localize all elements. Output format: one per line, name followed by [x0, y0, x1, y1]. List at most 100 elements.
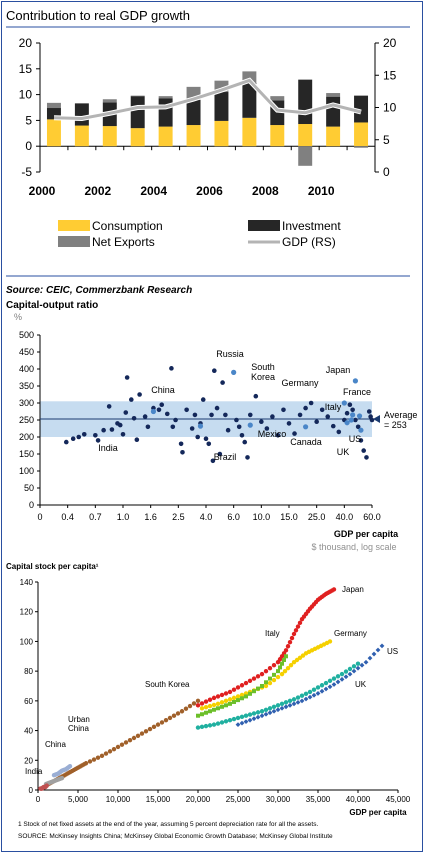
chart2-country-label: Italy — [325, 402, 342, 412]
chart1-ytick-left-label: -5 — [21, 165, 32, 179]
chart3-point-us — [259, 713, 265, 719]
chart1-bar-net-exports — [270, 96, 285, 101]
chart2-point — [134, 437, 140, 443]
chart3-point-italy — [252, 689, 256, 694]
chart3-point — [285, 665, 291, 671]
chart3-xtick-label: 20,000 — [186, 795, 211, 804]
chart3-point — [297, 620, 303, 626]
chart1-bar-consumption — [46, 119, 61, 147]
chart2-point — [70, 436, 76, 442]
chart2-point-highlight — [348, 417, 354, 423]
chart2-point — [145, 424, 151, 430]
chart3-point — [319, 683, 325, 688]
chart3-xtick-label: 45,000 — [386, 795, 411, 804]
chart3-point — [107, 749, 113, 754]
chart3-point — [347, 666, 353, 672]
chart2-country-label: China — [151, 385, 175, 395]
chart1-bar-net-exports — [102, 99, 117, 103]
chart3-point-italy — [248, 691, 252, 696]
chart3-point — [331, 587, 337, 592]
chart3-point-italy — [244, 694, 248, 699]
chart2-point — [364, 455, 369, 460]
chart2-country-label: Russia — [216, 349, 244, 359]
chart2-point — [286, 421, 292, 426]
chart3-point-italy — [284, 654, 288, 659]
chart3-point-us — [363, 659, 369, 665]
chart3-point-italy — [212, 707, 216, 712]
chart1-bar-net-exports — [158, 96, 173, 99]
chart2-point — [264, 426, 270, 431]
chart2-point — [350, 407, 355, 413]
chart1-legend-swatch — [248, 220, 280, 231]
chart1-bar-investment — [46, 108, 61, 120]
chart1-ytick-right-label: 20 — [383, 36, 397, 50]
chart3-point — [311, 687, 317, 692]
chart2-ytick-label: 150 — [19, 449, 34, 459]
chart3-point — [315, 685, 321, 690]
chart3-point-us — [339, 676, 345, 682]
chart3-point — [247, 712, 253, 717]
chart2-point — [223, 412, 228, 418]
chart3-point-italy — [260, 684, 264, 688]
chart1-ytick-left-label: 0 — [25, 139, 32, 153]
chart3-point — [355, 661, 361, 666]
chart2-point-highlight — [231, 369, 237, 375]
chart2-point — [369, 417, 375, 423]
chart2-ytick-label: 350 — [19, 381, 34, 391]
chart3-point — [203, 723, 209, 729]
chart2-point — [109, 427, 115, 432]
chart1-legend-swatch — [58, 236, 90, 247]
chart1-bar-net-exports — [214, 80, 229, 93]
chart2-point — [234, 417, 239, 423]
chart1-bar-net-exports — [298, 146, 313, 166]
chart2-xtick-label: 0.4 — [61, 512, 74, 522]
chart3-xlabel: GDP per capita — [349, 808, 407, 817]
chart3-point — [87, 759, 93, 764]
chart1-bar-net-exports — [326, 93, 341, 97]
chart2-point — [63, 439, 69, 445]
chart2-point-highlight — [247, 422, 253, 428]
chart2-point — [159, 402, 165, 408]
chart3-point — [263, 707, 269, 712]
chart3-point-us — [295, 699, 301, 705]
chart3-point — [251, 711, 257, 716]
chart2-unit: % — [14, 312, 22, 322]
chart1-ytick-left-label: 15 — [19, 62, 33, 76]
chart3-point — [283, 700, 289, 705]
chart3-point — [263, 683, 269, 689]
chart3-point-us — [283, 704, 289, 710]
chart3-series-label: Japan — [342, 585, 364, 594]
chart3-point-us — [303, 696, 309, 702]
chart3-point — [299, 693, 305, 698]
chart3-point-us — [331, 682, 337, 687]
chart3-point — [139, 731, 145, 736]
chart3-point — [287, 698, 293, 704]
chart3-point — [123, 740, 129, 745]
chart3-series-label: China — [45, 740, 66, 749]
chart3-point — [91, 757, 97, 762]
chart3-point — [283, 648, 289, 653]
chart2-point — [169, 366, 174, 371]
chart3-point — [119, 742, 125, 747]
chart2-country-label: France — [343, 387, 371, 397]
chart2-point-highlight — [150, 408, 157, 415]
chart2-point — [247, 412, 253, 418]
chart3-point — [207, 723, 213, 728]
chart1-bar-investment — [298, 79, 313, 125]
chart2-point — [308, 400, 314, 406]
chart1-legend-label: Net Exports — [92, 235, 155, 249]
chart1-bar-consumption — [354, 122, 369, 147]
chart3-point — [291, 697, 297, 702]
chart3-point — [327, 639, 333, 644]
chart3-point — [44, 783, 49, 788]
chart3-point — [291, 631, 297, 637]
chart3-point — [179, 709, 185, 714]
chart3-xtick-label: 10,000 — [106, 795, 131, 804]
chart2-point — [195, 434, 200, 440]
chart3-point — [295, 695, 301, 700]
chart3-point — [131, 735, 137, 741]
chart2-point — [120, 431, 126, 437]
chart3-series-label: South Korea — [145, 680, 190, 689]
chart3-point — [279, 671, 285, 677]
